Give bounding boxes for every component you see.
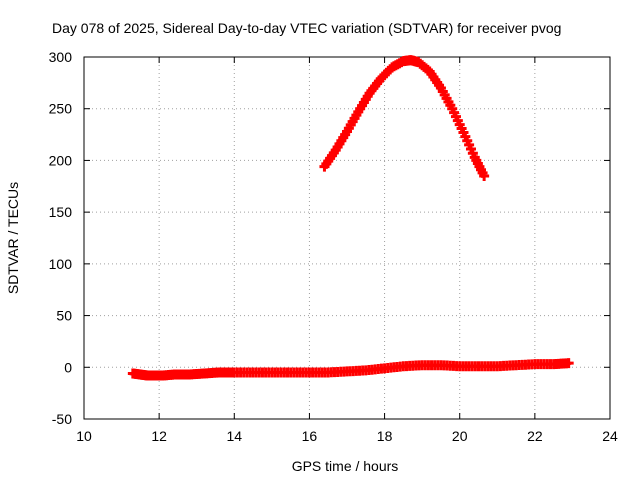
y-tick-labels: -50 0 50 100 150 200 250 300 xyxy=(49,49,73,427)
x-tick-label: 12 xyxy=(151,428,167,444)
y-tick-label: 0 xyxy=(64,359,72,375)
data-point xyxy=(479,170,490,181)
series-arc-2 xyxy=(127,358,574,381)
x-tick-labels: 10 12 14 16 18 20 22 24 xyxy=(76,428,618,444)
x-tick-label: 22 xyxy=(527,428,543,444)
chart-title: Day 078 of 2025, Sidereal Day-to-day VTE… xyxy=(52,20,561,36)
x-tick-label: 24 xyxy=(602,428,618,444)
x-tick-label: 18 xyxy=(377,428,393,444)
x-tick-label: 14 xyxy=(226,428,242,444)
x-tick-label: 16 xyxy=(302,428,318,444)
data-point xyxy=(563,358,574,369)
y-tick-label: -50 xyxy=(52,411,72,427)
data-points xyxy=(127,55,574,381)
x-axis-label: GPS time / hours xyxy=(292,458,399,474)
y-axis-label: SDTVAR / TECUs xyxy=(5,182,21,294)
axis-ticks xyxy=(83,56,611,420)
y-tick-label: 200 xyxy=(49,152,73,168)
x-tick-label: 20 xyxy=(452,428,468,444)
y-tick-label: 250 xyxy=(49,101,73,117)
y-tick-label: 50 xyxy=(56,308,72,324)
x-tick-label: 10 xyxy=(76,428,92,444)
y-tick-label: 100 xyxy=(49,256,73,272)
y-tick-label: 300 xyxy=(49,49,73,65)
grid-lines xyxy=(84,57,610,419)
plot-area-border xyxy=(83,56,611,420)
y-tick-label: 150 xyxy=(49,204,73,220)
series-arc-1 xyxy=(319,55,490,181)
